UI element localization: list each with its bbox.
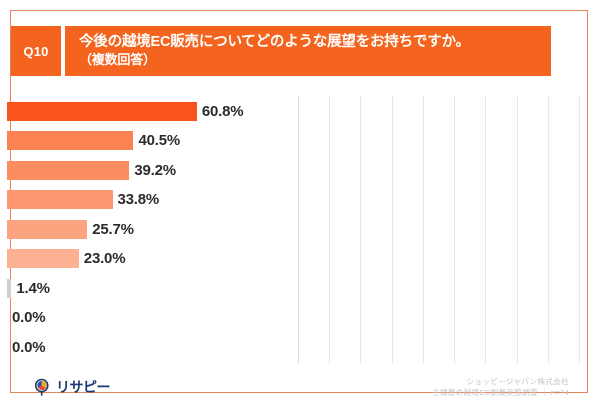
bar-category-label: わからない/答えられない: [0, 339, 7, 355]
gridline: [485, 96, 487, 364]
bar-track: 0.0%: [7, 336, 302, 358]
question-title: 今後の越境EC販売についてどのような展望をお持ちですか。 （複数回答）: [65, 26, 551, 76]
credit-company: ショッピージャパン株式会社: [466, 377, 569, 386]
bar-track: 1.4%: [7, 277, 302, 299]
bar-track: 23.0%: [7, 248, 302, 270]
gridline: [391, 96, 393, 364]
bar: [7, 219, 88, 239]
gridline: [422, 96, 424, 364]
bar-category-label: 販売先の国・地域を拡大したい: [0, 162, 7, 178]
bar-track: 40.5%: [7, 130, 302, 152]
bar: [7, 131, 134, 150]
bar-category-label: 新しい商品カテゴリーに挑戦したい: [0, 103, 7, 119]
bar-value-label: 33.8%: [117, 191, 160, 208]
bar-value-label: 39.2%: [134, 161, 176, 179]
magnifier-pie-icon: [33, 378, 52, 397]
bar-row: 販売先の国・地域を拡大したい 39.2%: [0, 159, 302, 181]
bar-value-label: 40.5%: [138, 132, 180, 149]
bar-value-label: 1.4%: [16, 279, 50, 297]
question-header: Q10 今後の越境EC販売についてどのような展望をお持ちですか。 （複数回答）: [11, 26, 551, 76]
bar-category-label: 取扱商品数を増やしたい: [0, 192, 7, 208]
bar-track: 25.7%: [7, 218, 302, 240]
bar: [7, 101, 197, 121]
bar: [7, 160, 130, 180]
bar-category-label: SNSやマーケティングに力を入れたい: [0, 221, 7, 237]
gridline: [454, 96, 456, 364]
bar-rows: 新しい商品カテゴリーに挑戦したい60.8%売上規模を拡大したい40.5%販売先の…: [7, 96, 589, 364]
bar-row: その他 1.4%: [0, 277, 302, 299]
survey-result-card: Q10 今後の越境EC販売についてどのような展望をお持ちですか。 （複数回答） …: [7, 10, 589, 397]
plot-area: [298, 96, 580, 364]
gridline: [579, 96, 580, 364]
bar-category-label: その他: [0, 280, 7, 296]
bar-row: 取扱商品数を増やしたい 33.8%: [0, 189, 302, 211]
bar-track: 0.0%: [7, 307, 302, 329]
brand-logo: リサピー: [33, 377, 111, 397]
bar-chart: 新しい商品カテゴリーに挑戦したい60.8%売上規模を拡大したい40.5%販売先の…: [7, 96, 589, 364]
bar: [7, 278, 12, 298]
credit-survey: 主婦層の越境EC副業実態調査 ｜ n=74: [432, 388, 569, 398]
bar-category-label: 現状維持で継続したい: [0, 310, 7, 326]
bar-track: 60.8%: [7, 100, 302, 122]
bar-category-label: 売上規模を拡大したい: [0, 133, 7, 149]
bar-row: 現状維持で継続したい 0.0%: [0, 307, 302, 329]
axis-baseline: [298, 96, 299, 364]
gridlines: [298, 96, 580, 364]
bar-row: わからない/答えられない 0.0%: [0, 336, 302, 358]
bar-row: 新しい商品カテゴリーに挑戦したい 60.8%: [0, 100, 302, 122]
gridline: [516, 96, 518, 364]
question-title-line1: 今後の越境EC販売についてどのような展望をお持ちですか。: [79, 34, 470, 51]
bar: [7, 190, 113, 209]
question-number-badge: Q10: [11, 26, 61, 76]
gridline: [360, 96, 362, 364]
bar-row: SNSやマーケティングに力を入れたい 25.7%: [0, 218, 302, 240]
bar-row: 売上規模を拡大したい 40.5%: [0, 130, 302, 152]
bar-value-label: 23.0%: [83, 250, 126, 267]
question-title-line2: （複数回答）: [79, 51, 156, 67]
gridline: [547, 96, 549, 364]
source-credit: ショッピージャパン株式会社 主婦層の越境EC副業実態調査 ｜ n=74: [432, 376, 569, 399]
bar-value-label: 60.8%: [201, 102, 244, 120]
bar-value-label: 25.7%: [92, 220, 134, 238]
bar: [7, 249, 79, 268]
bar-track: 39.2%: [7, 159, 302, 181]
bar-category-label: 本業として取り組みたい: [0, 251, 7, 267]
bar-track: 33.8%: [7, 189, 302, 211]
gridline: [329, 96, 331, 364]
bar-value-label: 0.0%: [12, 309, 46, 326]
brand-name: リサピー: [56, 379, 111, 395]
bar-value-label: 0.0%: [12, 338, 46, 356]
bar-row: 本業として取り組みたい 23.0%: [0, 248, 302, 270]
